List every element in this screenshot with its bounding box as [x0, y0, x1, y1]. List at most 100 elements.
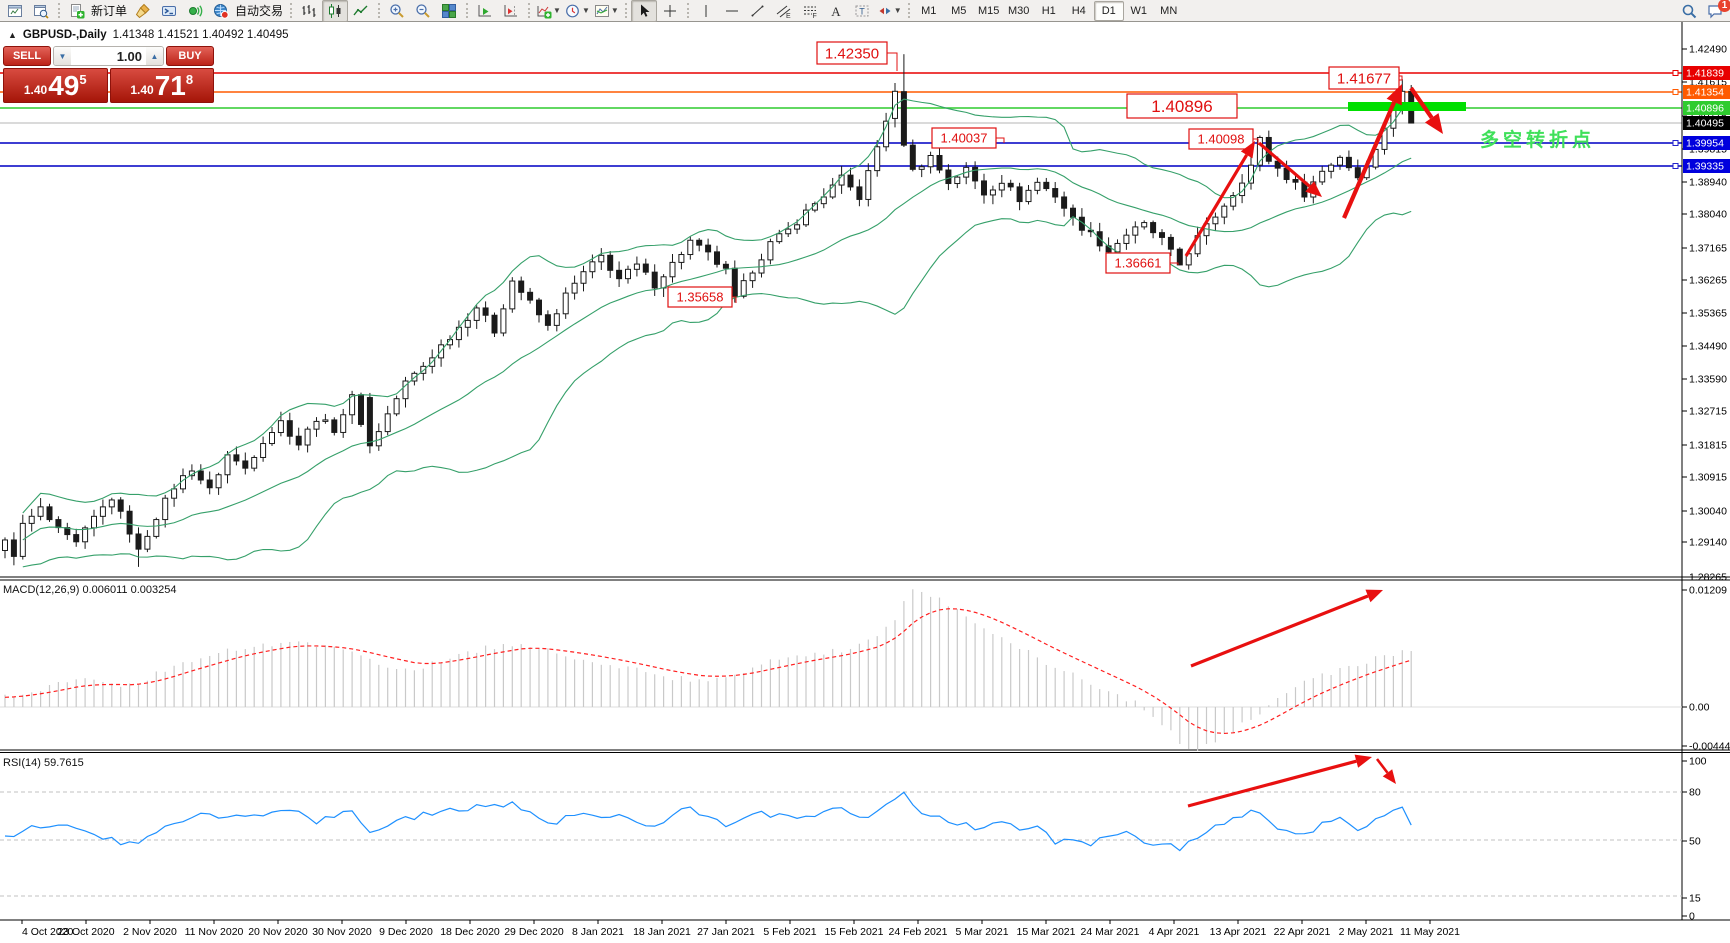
auto-scroll-button[interactable] — [472, 0, 498, 22]
timeframe-M5[interactable]: M5 — [951, 4, 967, 17]
green-pivot-bar[interactable] — [1348, 102, 1466, 111]
text-label-button[interactable]: T — [849, 0, 875, 22]
chart-shift-button[interactable] — [498, 0, 524, 22]
timeframe-M30[interactable]: M30 — [1008, 4, 1030, 17]
new-order-label[interactable]: 新订单 — [91, 4, 128, 18]
cursor-icon — [636, 3, 652, 19]
text-button[interactable]: A — [823, 0, 849, 22]
svg-text:18 Jan 2021: 18 Jan 2021 — [633, 926, 691, 938]
zoom-in-button[interactable] — [384, 0, 410, 22]
buy-button[interactable]: BUY — [166, 46, 214, 66]
notification-count-badge: 1 — [1718, 0, 1730, 12]
buy-price-sup: 8 — [185, 72, 194, 87]
svg-text:27 Jan 2021: 27 Jan 2021 — [697, 926, 755, 938]
timeframe-W1[interactable]: W1 — [1130, 4, 1147, 17]
svg-text:80: 80 — [1689, 787, 1701, 799]
periods-button[interactable]: ▼ — [563, 0, 592, 22]
chart-window-button[interactable] — [2, 0, 28, 22]
price-axis[interactable]: 1.424901.416151.407151.398151.389401.380… — [1682, 44, 1730, 584]
svg-text:1.35365: 1.35365 — [1689, 308, 1727, 320]
crosshair-icon — [662, 3, 678, 19]
volume-up-button[interactable]: ▲ — [146, 47, 163, 65]
toolbar-separator — [624, 3, 627, 18]
price-label-1.41677 — [1328, 66, 1400, 90]
svg-text:100: 100 — [1689, 756, 1707, 768]
timeframe-H1[interactable]: H1 — [1041, 4, 1056, 17]
price-badge-1.40896 — [1683, 101, 1730, 115]
svg-text:15 Feb 2021: 15 Feb 2021 — [825, 926, 884, 938]
indicators-button[interactable]: ▼ — [534, 0, 563, 22]
new-order-button[interactable] — [64, 0, 90, 22]
sell-price-box[interactable]: 1.40 49 5 — [3, 68, 108, 103]
zoom-out-button[interactable] — [410, 0, 436, 22]
price-badge-1.40495 — [1683, 116, 1730, 130]
timeframe-MN[interactable]: MN — [1160, 4, 1178, 17]
volume-input[interactable] — [71, 47, 146, 65]
text-icon: A — [828, 3, 844, 19]
sell-button[interactable]: SELL — [3, 46, 51, 66]
notifications-button[interactable]: 1 — [1702, 0, 1730, 22]
svg-text:0: 0 — [1689, 911, 1695, 923]
templates-button[interactable]: ▼ — [592, 0, 621, 22]
price-callout-labels[interactable]: 1.42350 1.40037 1.35658 1.36661 1.40098 1.408… — [667, 41, 1403, 308]
candlestick-chart-button[interactable] — [322, 0, 349, 22]
horizontal-line-button[interactable] — [719, 0, 745, 22]
svg-text:15 Mar 2021: 15 Mar 2021 — [1017, 926, 1076, 938]
svg-text:1.38040: 1.38040 — [1689, 209, 1727, 221]
arrows-button[interactable]: ▼ — [875, 0, 904, 22]
autotrading-button[interactable] — [208, 0, 234, 22]
bollinger-bands — [22, 98, 1412, 568]
horizontal-line-icon — [724, 3, 740, 19]
volume-down-button[interactable]: ▼ — [54, 47, 71, 65]
history-center-button[interactable] — [130, 0, 156, 22]
one-click-trade-panel: SELL ▼ ▲ BUY 1.40 49 5 1.40 71 8 — [3, 46, 214, 103]
timeframe-H4[interactable]: H4 — [1071, 4, 1086, 17]
trend-arrows[interactable] — [1184, 84, 1443, 257]
crosshair-button[interactable] — [657, 0, 683, 22]
cursor-button[interactable] — [630, 0, 657, 22]
chevron-down-icon: ▼ — [581, 6, 590, 15]
search-button[interactable] — [1676, 0, 1702, 22]
chevron-down-icon: ▼ — [610, 6, 619, 15]
svg-text:2 Nov 2020: 2 Nov 2020 — [123, 926, 177, 938]
data-window-button[interactable] — [28, 0, 54, 22]
timeframe-M1[interactable]: M1 — [921, 4, 937, 17]
buy-price-box[interactable]: 1.40 71 8 — [109, 68, 214, 103]
bar-chart-icon — [301, 3, 317, 19]
tile-windows-button[interactable] — [436, 0, 462, 22]
timeframe-M15[interactable]: M15 — [978, 4, 1000, 17]
buy-price-prefix: 1.40 — [130, 83, 154, 97]
svg-text:8 Jan 2021: 8 Jan 2021 — [572, 926, 624, 938]
collapse-panel-icon[interactable]: ▲ — [8, 30, 17, 40]
volume-control: ▼ ▲ — [53, 46, 164, 66]
alerts-button[interactable] — [182, 0, 208, 22]
text-label-icon: T — [854, 3, 870, 19]
svg-text:1.35658: 1.35658 — [677, 290, 724, 305]
timeframe-D1[interactable]: D1 — [1093, 0, 1124, 21]
svg-text:4 Oct 2020: 4 Oct 2020 — [22, 926, 74, 938]
candlestick-chart-icon — [327, 3, 343, 19]
svg-text:9 Dec 2020: 9 Dec 2020 — [379, 926, 433, 938]
trendline-button[interactable] — [745, 0, 771, 22]
toolbar-separator — [378, 3, 381, 18]
bar-chart-button[interactable] — [296, 0, 322, 22]
svg-text:1.40896: 1.40896 — [1151, 97, 1212, 116]
search-icon — [1681, 3, 1697, 19]
svg-text:1.36265: 1.36265 — [1689, 275, 1727, 287]
channel-button[interactable]: E — [771, 0, 797, 22]
autotrading-label[interactable]: 自动交易 — [235, 4, 284, 18]
svg-text:1.41839: 1.41839 — [1686, 68, 1724, 80]
svg-text:18 Dec 2020: 18 Dec 2020 — [440, 926, 500, 938]
svg-text:13 Apr 2021: 13 Apr 2021 — [1210, 926, 1267, 938]
pivot-annotation-text[interactable]: 多空转折点 — [1480, 128, 1595, 151]
chart-area[interactable]: 1.423501.400371.356581.366611.400981.408… — [0, 22, 1730, 943]
line-chart-button[interactable] — [348, 0, 374, 22]
svg-text:1.40896: 1.40896 — [1686, 103, 1724, 115]
vertical-line-button[interactable] — [693, 0, 719, 22]
fibonacci-button[interactable]: F — [797, 0, 823, 22]
svg-text:2 May 2021: 2 May 2021 — [1339, 926, 1394, 938]
svg-text:1.40098: 1.40098 — [1198, 132, 1245, 147]
terminal-button[interactable] — [156, 0, 182, 22]
